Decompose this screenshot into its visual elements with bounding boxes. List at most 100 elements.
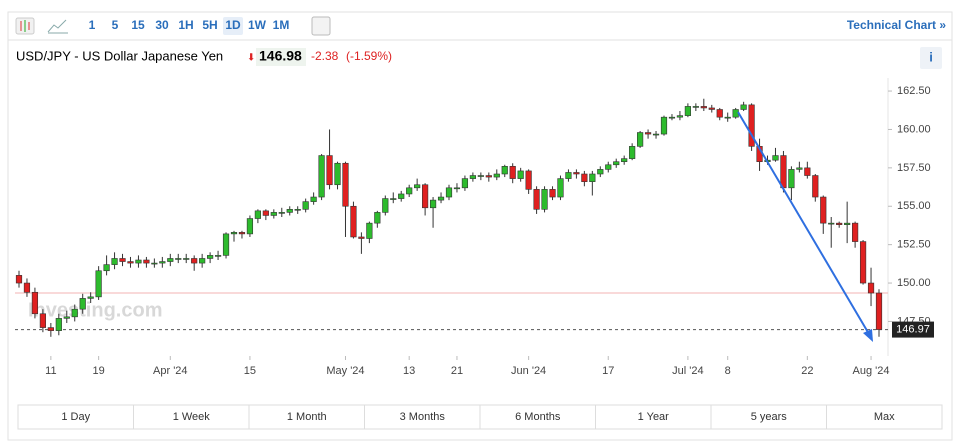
x-tick-label: Jun '24 (511, 365, 546, 377)
range-button[interactable]: 1 Year (638, 411, 670, 423)
interval-selected[interactable] (223, 17, 243, 35)
interval-button[interactable]: 1W (248, 18, 267, 32)
range-button[interactable]: 1 Month (287, 411, 327, 423)
candle-body (191, 258, 198, 264)
y-tick-label: 160.00 (897, 123, 931, 135)
candle-body (79, 298, 86, 310)
candle-body (804, 167, 811, 176)
candle-body (398, 193, 405, 199)
interval-button[interactable]: 5H (202, 18, 217, 32)
arrow-head (863, 329, 873, 342)
candle-body (844, 222, 851, 225)
settings-icon[interactable] (311, 16, 331, 36)
candle-body (461, 178, 469, 189)
candle-body (159, 261, 166, 264)
candle-body (429, 199, 437, 209)
candle-body (668, 116, 676, 119)
interval-button[interactable]: 1D (225, 18, 241, 32)
candle-body (533, 189, 540, 210)
candle-body (270, 212, 277, 216)
instrument-title: USD/JPY - US Dollar Japanese Yen (16, 48, 223, 63)
y-tick-label: 150.00 (897, 277, 931, 289)
candle-body (207, 255, 214, 259)
price: 146.98 (259, 48, 302, 64)
candle-body (31, 291, 39, 315)
candle-body (613, 161, 620, 166)
candle-body (676, 115, 684, 118)
price-bg (256, 48, 306, 66)
candle-body (684, 106, 691, 116)
info-icon[interactable]: i (929, 49, 933, 64)
candle-body (286, 209, 293, 213)
watermark: Investing.com (28, 299, 162, 321)
candle-body (637, 132, 644, 147)
area-icon[interactable] (47, 19, 68, 34)
interval-button[interactable]: 5 (112, 18, 119, 32)
info-button[interactable] (920, 47, 942, 69)
candle-body (652, 133, 660, 136)
candle-body (836, 222, 843, 225)
candle-body (485, 175, 492, 178)
range-button[interactable]: 5 years (751, 411, 788, 423)
candle-body (780, 155, 787, 189)
range-button[interactable]: 3 Months (400, 411, 446, 423)
candle-body (692, 106, 699, 108)
candle-body (326, 155, 333, 186)
frame (7, 11, 953, 441)
x-tick-label: Jul '24 (672, 365, 703, 377)
candle-body (748, 104, 755, 147)
candle-body (565, 172, 572, 179)
x-tick-label: 8 (725, 365, 731, 377)
interval-button[interactable]: 15 (131, 18, 145, 32)
candle-body (55, 318, 62, 331)
candle-body (222, 233, 230, 256)
interval-button[interactable]: 1H (178, 18, 193, 32)
x-tick-label: Apr '24 (153, 365, 188, 377)
candle-body (262, 210, 269, 216)
candle-body (278, 212, 285, 214)
candle-body (644, 132, 652, 135)
range-button[interactable]: 1 Week (173, 411, 211, 423)
candle-body (199, 258, 206, 264)
x-tick-label: 19 (93, 365, 105, 377)
candle-body (501, 166, 508, 175)
candle-body (238, 232, 246, 235)
range-button[interactable]: Max (874, 411, 895, 423)
range-button[interactable]: 6 Months (515, 411, 561, 423)
candle-body (47, 327, 54, 331)
candle-body (350, 205, 357, 238)
x-tick-label: May '24 (326, 365, 364, 377)
candle-body (605, 164, 612, 170)
candle-body (374, 212, 381, 224)
candle-body (828, 222, 835, 225)
candle-body (549, 189, 556, 198)
candle-icon[interactable] (15, 17, 35, 35)
candle-body (469, 175, 476, 179)
candle-body (143, 259, 150, 264)
candle-body (246, 218, 254, 235)
x-tick-label: 22 (801, 365, 813, 377)
x-tick-label: 15 (244, 365, 256, 377)
interval-button[interactable]: 30 (155, 18, 169, 32)
candle-body (87, 296, 94, 299)
interval-button[interactable]: 1 (89, 18, 96, 32)
candle-body (119, 258, 126, 262)
candle-body (39, 313, 46, 328)
technical-chart-link[interactable]: Technical Chart » (847, 18, 946, 32)
candle-body (127, 261, 134, 264)
trend-arrow (737, 111, 873, 342)
candle-body (875, 292, 883, 330)
candle-body (214, 255, 222, 257)
interval-button[interactable]: 1M (273, 18, 290, 32)
candle-body (382, 198, 389, 213)
candle-body (724, 116, 731, 119)
candle-body (254, 210, 261, 219)
range-button[interactable]: 1 Day (61, 411, 90, 423)
last-price-box (892, 321, 934, 338)
candle-body (406, 187, 413, 195)
candle-body (525, 170, 532, 190)
x-tick-label: 13 (403, 365, 415, 377)
y-tick-label: 155.00 (897, 200, 931, 212)
candle-body (103, 264, 110, 272)
